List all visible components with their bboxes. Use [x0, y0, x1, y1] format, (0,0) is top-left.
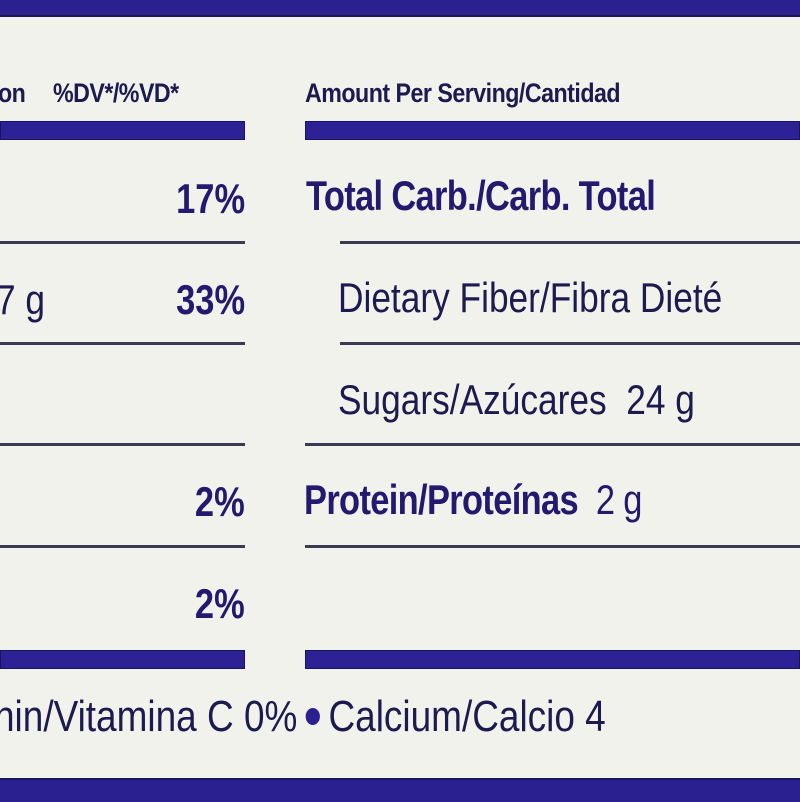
right-header-amount-per-serving: Amount Per Serving/Cantidad	[305, 78, 621, 108]
left-header-thick-rule	[0, 121, 245, 140]
dietary-fiber-label: Dietary Fiber/Fibra Dieté	[338, 274, 723, 321]
right-header-thick-rule	[305, 121, 800, 140]
sugars-value: 24 g	[626, 376, 695, 423]
vitamins-footer: nin/Vitamina C 0% Calcium/Calcio 4	[0, 692, 606, 742]
left-bottom-thick-rule	[0, 650, 245, 669]
dv-value-row-4: 2%	[195, 478, 245, 526]
dv-value-row-5: 2%	[195, 580, 245, 628]
left-row-rule-3	[0, 443, 245, 446]
bullet-separator-icon	[305, 707, 321, 725]
protein-row: Protein/Proteínas 2 g	[304, 476, 642, 524]
left-header-amount-partial: on	[0, 78, 26, 108]
right-row-rule-2	[340, 342, 800, 345]
right-row-rule-3	[305, 443, 800, 446]
calcium-text: Calcium/Calcio 4	[328, 692, 606, 741]
dv-text: 33%	[176, 276, 245, 323]
protein-label: Protein/Proteínas	[304, 476, 579, 523]
total-carb-label: Total Carb./Carb. Total	[306, 172, 656, 219]
left-row-rule-4	[0, 545, 245, 548]
sugars-row: Sugars/Azúcares 24 g	[338, 376, 695, 424]
protein-value: 2 g	[595, 476, 643, 523]
dv-text: 2%	[195, 478, 245, 525]
right-row-rule-4	[305, 545, 800, 548]
amount-partial-row-2: 7 g	[0, 276, 46, 323]
right-row-rule-1	[340, 241, 800, 244]
top-border-band	[0, 0, 800, 17]
left-row-rule-2	[0, 342, 245, 345]
left-header-dv: %DV*/%VD*	[53, 78, 179, 108]
dv-text: 17%	[176, 175, 245, 222]
sugars-label: Sugars/Azúcares	[338, 376, 607, 423]
vitamin-c-text: nin/Vitamina C 0%	[0, 692, 298, 741]
dv-value-row-2: 33%	[176, 276, 245, 324]
left-row-rule-1	[0, 241, 245, 244]
bottom-border-band	[0, 778, 800, 802]
dv-value-row-1: 17%	[176, 175, 245, 223]
right-bottom-thick-rule	[305, 650, 800, 669]
dv-text: 2%	[195, 580, 245, 627]
